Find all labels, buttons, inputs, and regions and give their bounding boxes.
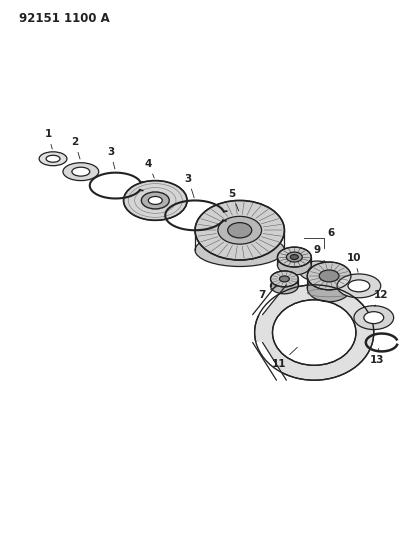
- Polygon shape: [253, 285, 286, 314]
- Ellipse shape: [299, 261, 335, 281]
- Ellipse shape: [290, 255, 298, 260]
- Text: 12: 12: [374, 290, 388, 306]
- Ellipse shape: [142, 192, 169, 209]
- Ellipse shape: [307, 262, 351, 290]
- Ellipse shape: [348, 280, 370, 292]
- Ellipse shape: [307, 274, 351, 302]
- Ellipse shape: [255, 285, 374, 380]
- Text: 10: 10: [347, 253, 361, 272]
- Ellipse shape: [46, 155, 60, 162]
- Ellipse shape: [308, 266, 326, 276]
- Text: 13: 13: [370, 349, 384, 365]
- Text: 4: 4: [145, 159, 154, 178]
- Text: 7: 7: [258, 286, 277, 300]
- Ellipse shape: [72, 167, 90, 176]
- Text: 6: 6: [327, 228, 334, 238]
- Ellipse shape: [286, 252, 302, 262]
- Ellipse shape: [270, 271, 298, 287]
- Ellipse shape: [218, 216, 262, 244]
- Ellipse shape: [270, 278, 298, 294]
- Text: 5: 5: [228, 189, 239, 211]
- Text: 1: 1: [44, 129, 52, 149]
- Ellipse shape: [278, 255, 311, 275]
- Text: 3: 3: [184, 174, 194, 198]
- Ellipse shape: [272, 300, 356, 365]
- Text: 9: 9: [314, 245, 326, 263]
- Ellipse shape: [39, 152, 67, 166]
- Text: 92151 1100 A: 92151 1100 A: [19, 12, 110, 25]
- Text: 11: 11: [272, 348, 297, 369]
- Ellipse shape: [280, 276, 289, 282]
- Ellipse shape: [364, 312, 384, 324]
- Ellipse shape: [354, 306, 394, 329]
- Ellipse shape: [195, 234, 284, 266]
- Ellipse shape: [148, 197, 162, 205]
- Ellipse shape: [63, 163, 99, 181]
- Text: 2: 2: [71, 137, 80, 159]
- Ellipse shape: [124, 181, 187, 220]
- Ellipse shape: [195, 200, 284, 260]
- Ellipse shape: [228, 223, 252, 238]
- Polygon shape: [253, 343, 286, 380]
- Ellipse shape: [278, 247, 311, 267]
- Text: 3: 3: [107, 147, 115, 169]
- Ellipse shape: [319, 270, 339, 282]
- Ellipse shape: [337, 274, 381, 298]
